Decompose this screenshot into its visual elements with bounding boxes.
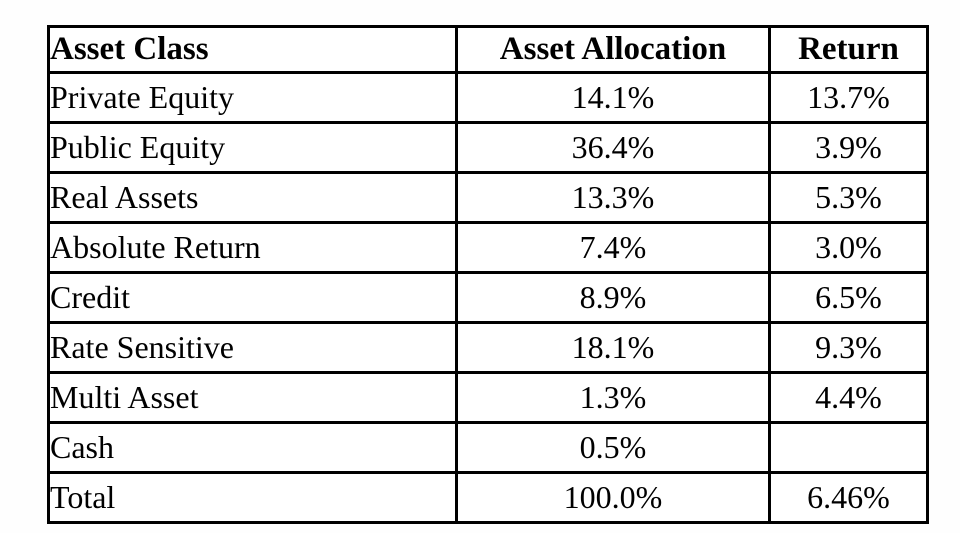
cell-asset-class: Real Assets (47, 171, 458, 224)
cell-allocation: 13.3% (455, 171, 771, 224)
cell-return: 4.4% (768, 371, 929, 424)
table-row-absolute-return: Absolute Return 7.4% 3.0% (47, 221, 929, 274)
table-row-credit: Credit 8.9% 6.5% (47, 271, 929, 324)
cell-allocation: 14.1% (455, 71, 771, 124)
column-header-return: Return (768, 25, 929, 74)
cell-allocation: 8.9% (455, 271, 771, 324)
cell-asset-class: Rate Sensitive (47, 321, 458, 374)
cell-return: 9.3% (768, 321, 929, 374)
cell-asset-class: Cash (47, 421, 458, 474)
cell-asset-class: Absolute Return (47, 221, 458, 274)
cell-return: 6.46% (768, 471, 929, 524)
cell-return: 3.9% (768, 121, 929, 174)
cell-asset-class: Multi Asset (47, 371, 458, 424)
cell-asset-class: Public Equity (47, 121, 458, 174)
cell-return: 5.3% (768, 171, 929, 224)
column-header-asset-class: Asset Class (47, 25, 458, 74)
header-row: Asset Class Asset Allocation Return (47, 25, 929, 74)
table-row-cash: Cash 0.5% (47, 421, 929, 474)
cell-allocation: 36.4% (455, 121, 771, 174)
cell-return: 3.0% (768, 221, 929, 274)
cell-return: 13.7% (768, 71, 929, 124)
asset-allocation-table: Asset Class Asset Allocation Return Priv… (47, 25, 929, 524)
cell-asset-class: Private Equity (47, 71, 458, 124)
cell-allocation: 1.3% (455, 371, 771, 424)
cell-allocation: 18.1% (455, 321, 771, 374)
cell-allocation: 100.0% (455, 471, 771, 524)
column-header-asset-allocation: Asset Allocation (455, 25, 771, 74)
cell-allocation: 7.4% (455, 221, 771, 274)
cell-return: 6.5% (768, 271, 929, 324)
table-row-public-equity: Public Equity 36.4% 3.9% (47, 121, 929, 174)
table-row-rate-sensitive: Rate Sensitive 18.1% 9.3% (47, 321, 929, 374)
cell-allocation: 0.5% (455, 421, 771, 474)
cell-asset-class: Credit (47, 271, 458, 324)
cell-asset-class: Total (47, 471, 458, 524)
table-row-multi-asset: Multi Asset 1.3% 4.4% (47, 371, 929, 424)
table-row-private-equity: Private Equity 14.1% 13.7% (47, 71, 929, 124)
table-row-real-assets: Real Assets 13.3% 5.3% (47, 171, 929, 224)
cell-return (768, 421, 929, 474)
table-row-total: Total 100.0% 6.46% (47, 471, 929, 524)
